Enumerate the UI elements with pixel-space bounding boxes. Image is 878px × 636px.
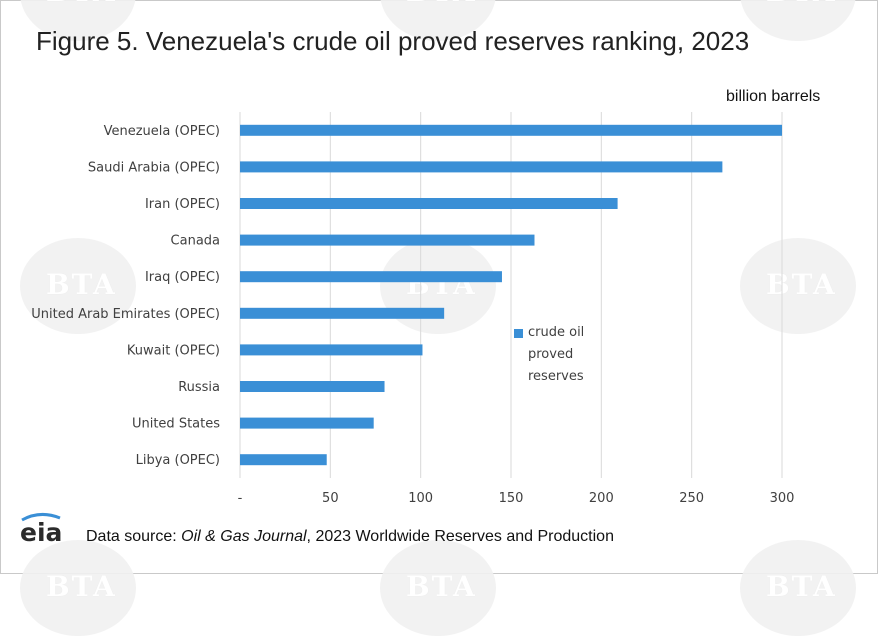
x-tick-label: 50 xyxy=(322,491,339,506)
watermark-text: BTA xyxy=(406,570,477,603)
unit-label: billion barrels xyxy=(726,88,821,105)
bar xyxy=(240,161,723,173)
watermark-text: BTA xyxy=(766,570,837,603)
bar xyxy=(240,454,327,466)
category-label: United Arab Emirates (OPEC) xyxy=(31,307,220,322)
legend-swatch xyxy=(514,329,523,338)
category-label: Venezuela (OPEC) xyxy=(104,124,220,139)
bar xyxy=(240,381,385,392)
bar xyxy=(240,271,502,283)
category-label: Canada xyxy=(171,234,220,249)
category-label: Russia xyxy=(178,380,220,395)
watermark-text: BTA xyxy=(766,0,837,8)
bar xyxy=(240,234,535,246)
category-label: Kuwait (OPEC) xyxy=(127,343,220,358)
watermark-seal xyxy=(740,238,856,334)
x-tick-label: 250 xyxy=(679,491,704,506)
eia-logo-text: eia xyxy=(20,518,62,544)
category-label: Saudi Arabia (OPEC) xyxy=(88,160,220,175)
x-tick-label: 200 xyxy=(589,491,614,506)
category-label: Libya (OPEC) xyxy=(136,453,220,468)
watermark-text: BTA xyxy=(46,268,117,301)
eia-logo: eia xyxy=(20,512,76,549)
x-tick-label: 150 xyxy=(499,491,524,506)
bar xyxy=(240,307,445,319)
bar xyxy=(240,124,782,136)
bar xyxy=(240,417,374,429)
source-prefix: Data source: xyxy=(86,528,182,545)
legend-label: crude oil proved reserves xyxy=(528,325,585,384)
watermark-seal xyxy=(20,238,136,334)
watermark-text: BTA xyxy=(46,0,117,8)
watermark-text: BTA xyxy=(46,570,117,603)
category-label: United States xyxy=(132,417,220,432)
category-label: Iran (OPEC) xyxy=(145,197,220,212)
x-tick-label: 100 xyxy=(408,491,433,506)
chart-title: Figure 5. Venezuela's crude oil proved r… xyxy=(36,26,750,56)
watermark-text: BTA xyxy=(406,0,477,8)
data-source: Data source: Oil & Gas Journal, 2023 Wor… xyxy=(86,528,614,546)
watermark-text: BTA xyxy=(766,268,837,301)
x-tick-label: 300 xyxy=(770,491,795,506)
x-tick-label: - xyxy=(238,491,243,506)
bar-chart: - 50 100 150 200 250 300 Venezuela (OPEC) Saudi … xyxy=(31,112,795,506)
bar xyxy=(240,198,618,209)
category-label: Iraq (OPEC) xyxy=(145,270,220,285)
source-suffix: , 2023 Worldwide Reserves and Production xyxy=(306,528,614,545)
bar xyxy=(240,344,423,356)
source-journal: Oil & Gas Journal xyxy=(181,528,307,545)
